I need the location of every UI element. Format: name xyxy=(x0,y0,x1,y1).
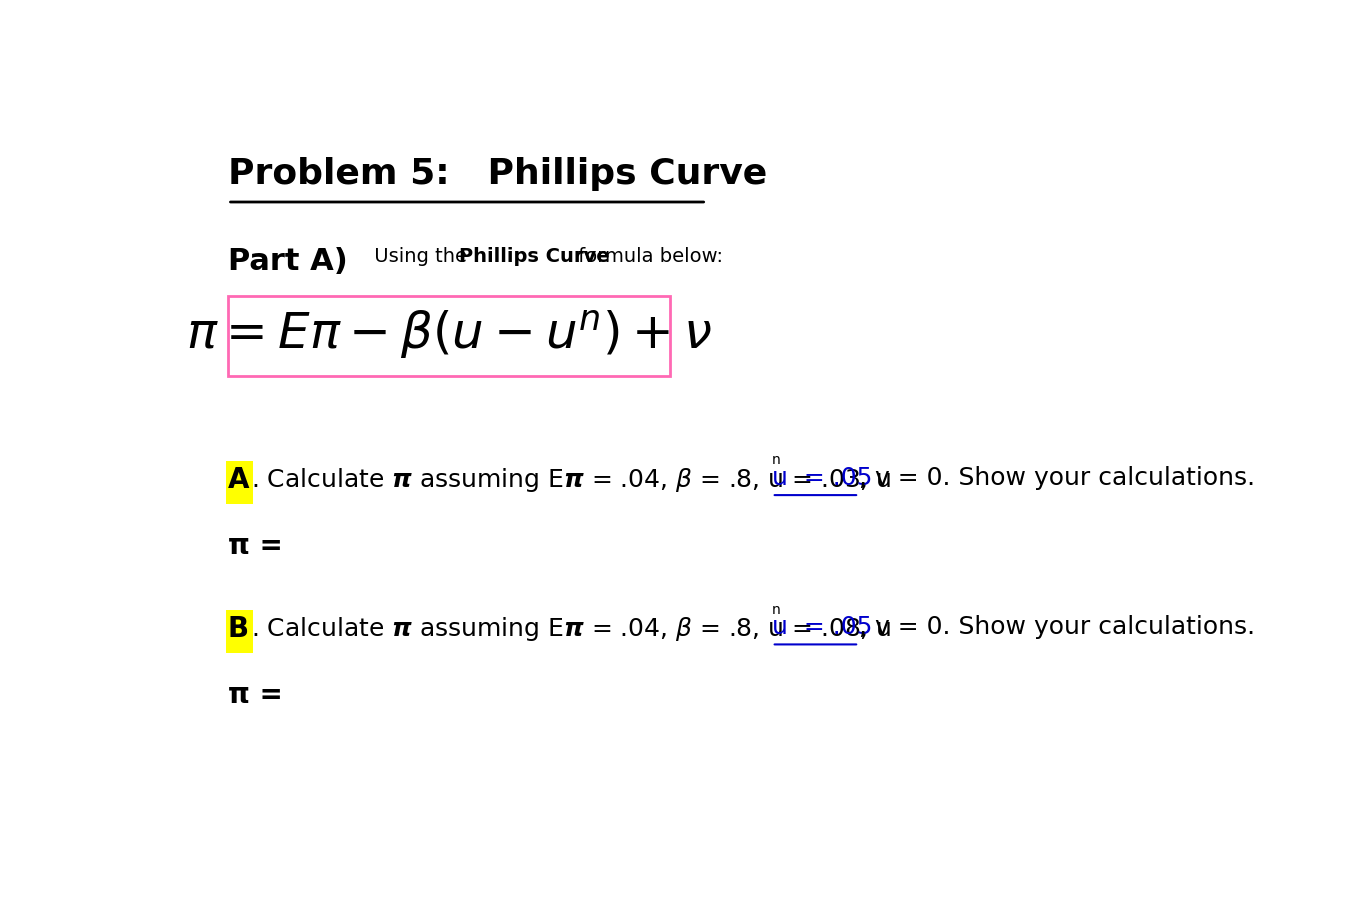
FancyBboxPatch shape xyxy=(225,461,253,504)
Text: formula below:: formula below: xyxy=(572,247,722,266)
Text: Using the: Using the xyxy=(368,247,473,266)
Text: n: n xyxy=(771,603,781,617)
Text: . Calculate $\boldsymbol{\pi}$ assuming E$\boldsymbol{\pi}$ = .04, $\beta$ = .8,: . Calculate $\boldsymbol{\pi}$ assuming … xyxy=(251,615,891,643)
Text: u  = .05: u = .05 xyxy=(771,466,872,490)
Text: , v = 0. Show your calculations.: , v = 0. Show your calculations. xyxy=(860,615,1255,640)
FancyBboxPatch shape xyxy=(225,611,253,653)
Text: B: B xyxy=(228,615,249,643)
Text: π =: π = xyxy=(228,532,282,560)
Text: . Calculate $\boldsymbol{\pi}$ assuming E$\boldsymbol{\pi}$ = .04, $\beta$ = .8,: . Calculate $\boldsymbol{\pi}$ assuming … xyxy=(251,466,891,494)
FancyBboxPatch shape xyxy=(228,296,669,375)
Text: π =: π = xyxy=(228,681,282,709)
Text: n: n xyxy=(771,454,781,467)
Text: A: A xyxy=(228,466,249,494)
Text: Problem 5:   Phillips Curve: Problem 5: Phillips Curve xyxy=(228,157,767,191)
Text: Phillips Curve: Phillips Curve xyxy=(459,247,610,266)
Text: , v = 0. Show your calculations.: , v = 0. Show your calculations. xyxy=(860,466,1255,490)
Text: $\pi = E\pi - \beta(u - u^n) + \nu$: $\pi = E\pi - \beta(u - u^n) + \nu$ xyxy=(186,309,712,363)
Text: Part A): Part A) xyxy=(228,247,348,276)
Text: u  = .05: u = .05 xyxy=(771,615,872,640)
